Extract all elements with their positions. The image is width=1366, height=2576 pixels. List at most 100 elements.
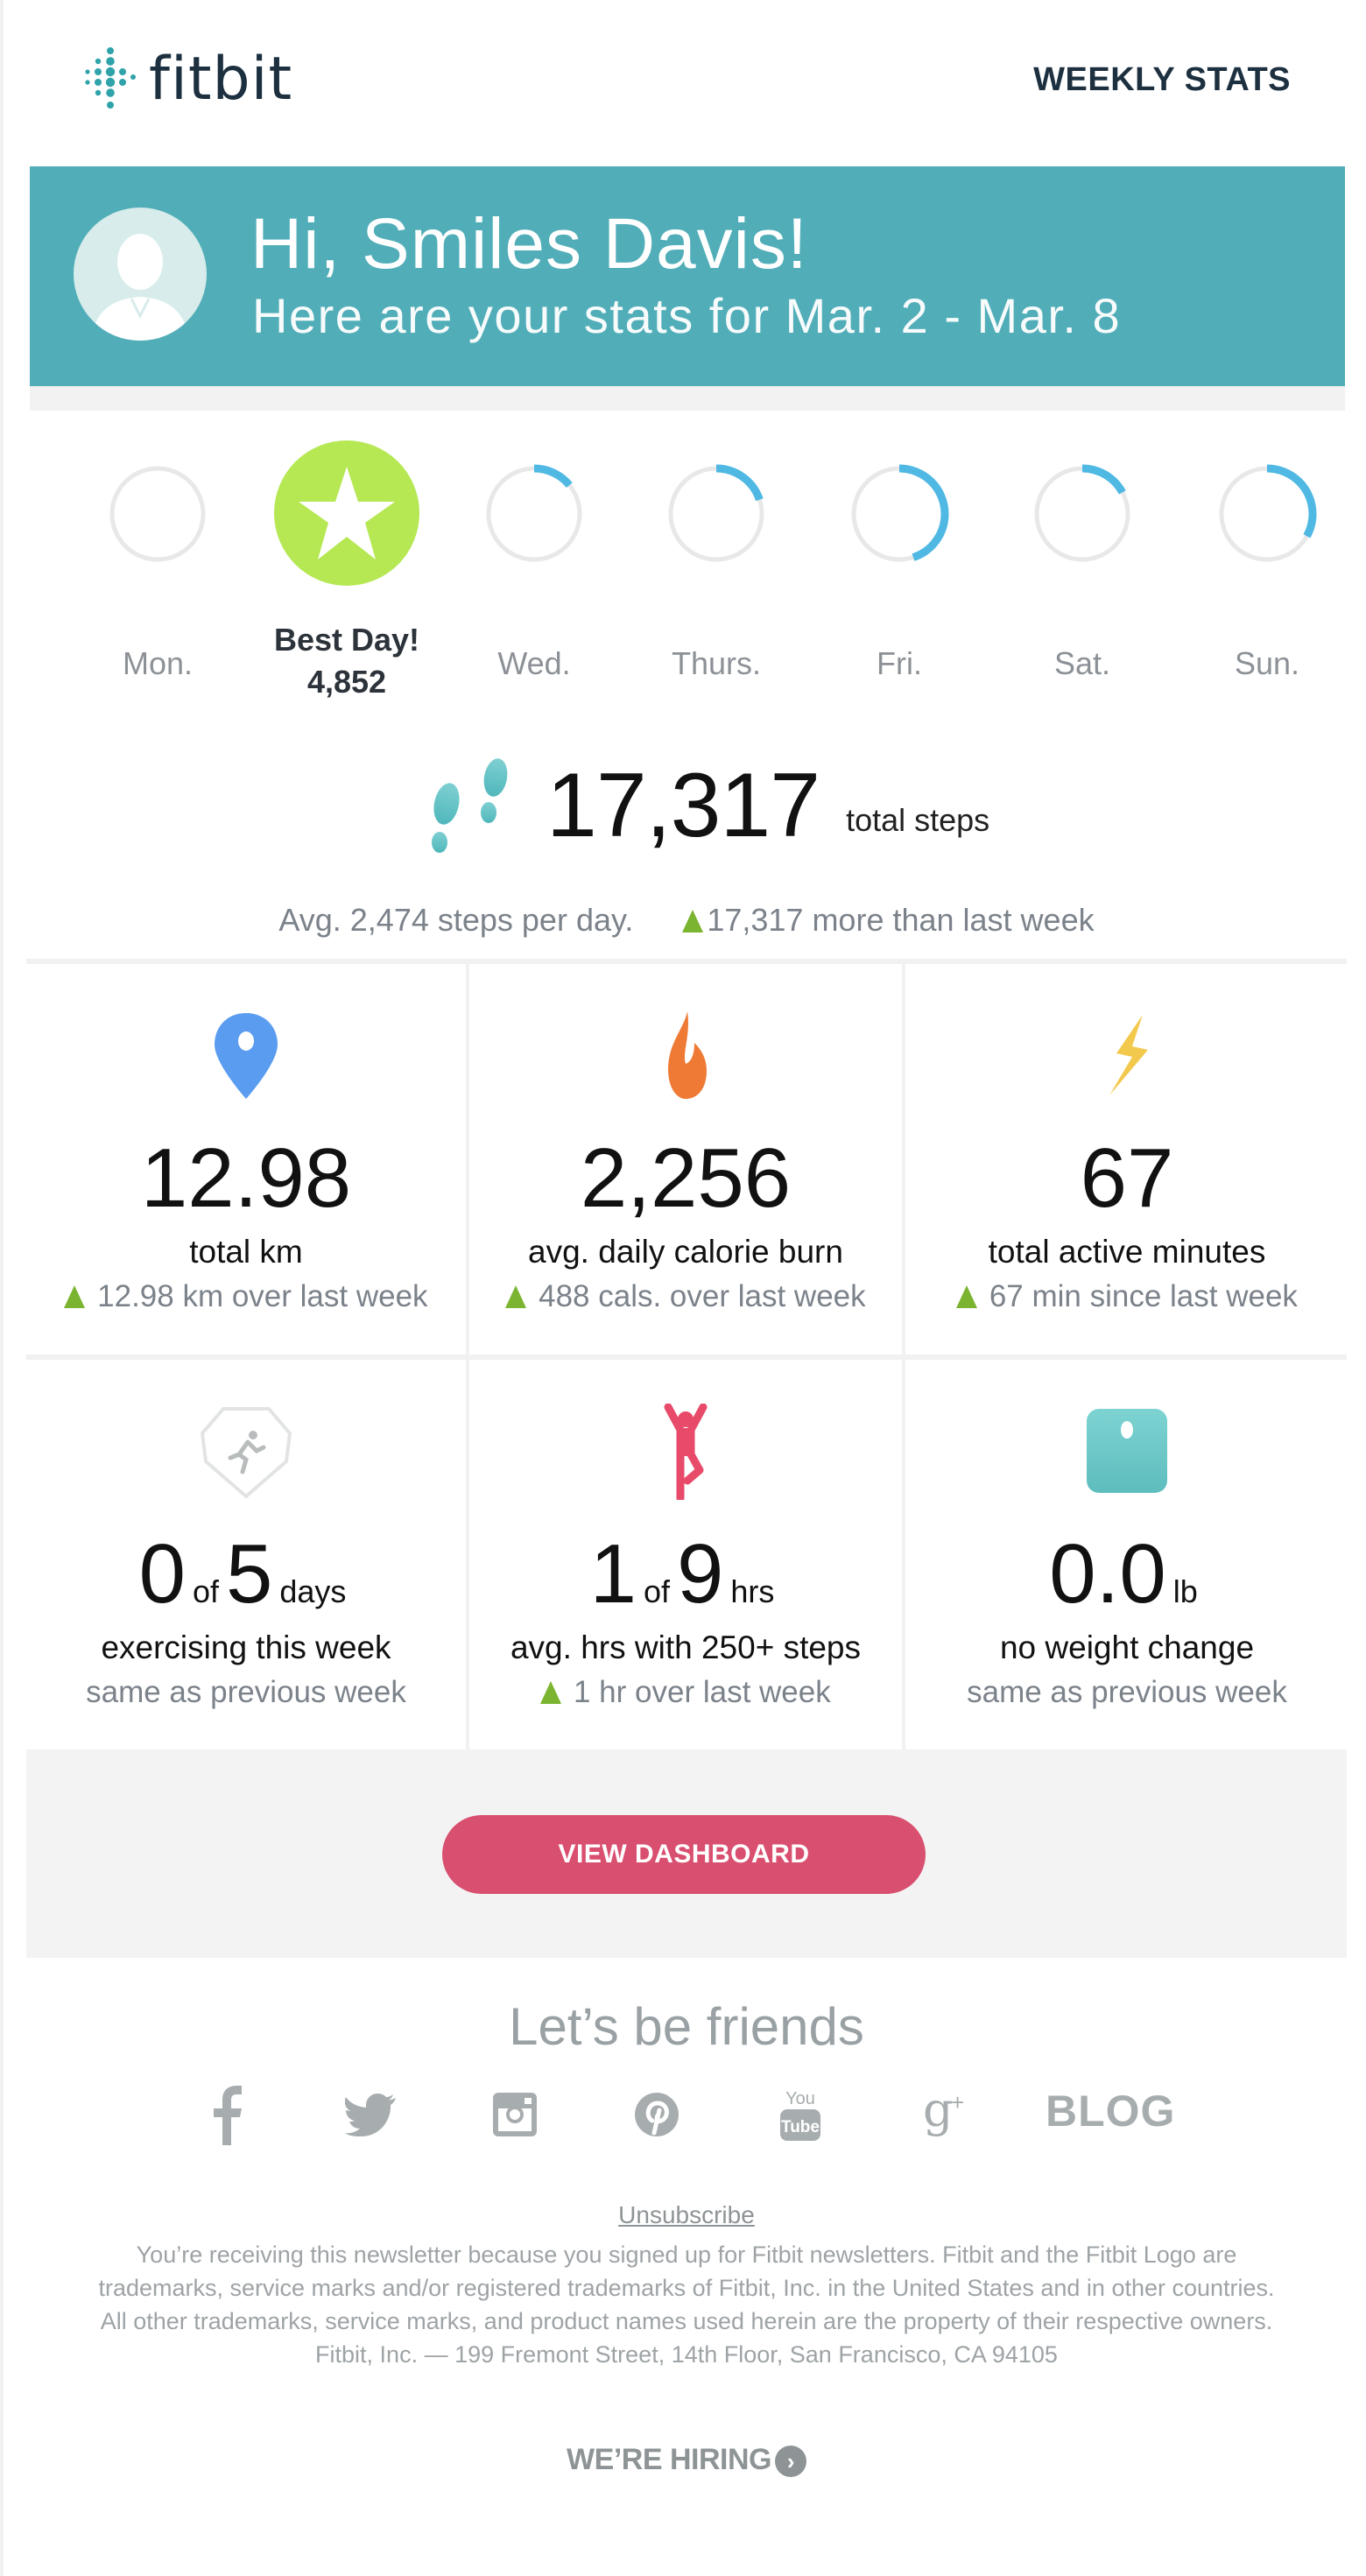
legal-line: trademarks, service marks and/or registe… [98,2275,1275,2301]
unsubscribe-row: Unsubscribe [4,2201,1366,2229]
progress-ring-icon [484,464,584,564]
legal-line: You’re receiving this newsletter because… [136,2242,1237,2268]
footprints-icon [432,758,508,853]
day-mon[interactable]: Mon. [70,411,245,726]
day-fri[interactable]: Fri. [812,411,987,726]
day-best[interactable]: Best Day! 4,852 [259,411,434,726]
stat-label: no weight change [999,1629,1255,1665]
stat-value: 67 [1080,1131,1174,1225]
svg-text:+: + [951,2089,964,2115]
row-divider [26,1355,1347,1360]
legal-text: You’re receiving this newsletter because… [74,2238,1299,2371]
steps-summary: Avg. 2,474 steps per day. 17,317 more tha… [4,902,1366,939]
stat-delta: 488 cals. over last week [469,1279,902,1314]
stat-weight: 0.0 lb no weight change same as previous … [907,1360,1347,1750]
stat-distance: 12.98 total km 12.98 km over last week [26,964,466,1355]
day-sat[interactable]: Sat. [995,411,1170,726]
weekly-stats-title: WEEKLY STATS [1033,61,1291,98]
company-address: Fitbit, Inc. — 199 Fremont Street, 14th … [315,2341,1058,2368]
stat-label: total active minutes [988,1234,1266,1270]
stat-delta: 12.98 km over last week [26,1279,466,1314]
stat-active-minutes: 67 total active minutes 67 min since las… [907,964,1347,1355]
average-steps-text: Avg. 2,474 steps per day. [278,902,634,938]
stat-label: total km [189,1234,303,1270]
blog-link[interactable]: BLOG [1046,2087,1176,2136]
progress-ring-icon [849,464,949,564]
twitter-link[interactable] [336,2075,406,2154]
up-arrow-icon [956,1285,978,1308]
stat-delta: same as previous week [86,1675,406,1709]
exercise-badge-icon [200,1407,292,1499]
social-title: Let’s be friends [509,1997,864,2056]
day-sun[interactable]: Sun. [1179,411,1355,726]
youtube-icon: You Tube [780,2089,820,2141]
stat-label: avg. daily calorie burn [528,1234,843,1270]
up-arrow-icon [64,1285,86,1308]
fitbit-dots-icon [85,47,136,109]
stats-grid: 12.98 total km 12.98 km over last week 2… [26,959,1347,1750]
pinterest-icon [635,2093,679,2136]
location-pin-icon [215,1013,278,1099]
view-dashboard-button[interactable]: VIEW DASHBOARD [442,1815,926,1894]
day-label: Wed. [497,645,571,681]
chevron-right-icon: › [774,2446,806,2478]
flame-icon [668,1011,707,1099]
progress-ring-icon [1032,464,1132,564]
divider [30,386,1345,411]
best-day-text: Best Day! [273,622,420,658]
steps-change-text: 17,317 more than last week [707,902,1095,938]
stat-hourly-steps: 1 of9 hrs avg. hrs with 250+ steps 1 hr ov… [466,1360,905,1750]
lightning-icon [1109,1015,1148,1095]
facebook-link[interactable] [191,2075,261,2154]
up-arrow-icon [505,1285,527,1308]
best-day-steps: 4,852 [306,664,387,700]
facebook-icon [214,2086,242,2145]
hiring-link[interactable]: WE’RE HIRING › [4,2443,1366,2478]
svg-text:g: g [923,2086,954,2137]
total-steps-label: total steps [846,802,990,838]
progress-ring-icon [666,464,766,564]
stat-value: 0 of5 days [138,1527,347,1621]
day-thurs[interactable]: Thurs. [629,411,804,726]
day-label: Fri. [877,645,922,681]
day-label: Sun. [1234,645,1300,681]
google-plus-link[interactable]: g + [911,2075,981,2154]
user-silhouette-icon [91,234,189,341]
avatar [74,208,207,341]
legal-line: All other trademarks, service marks, and… [100,2308,1273,2334]
greeting-banner: Hi, Smiles Davis! Here are your stats fo… [30,166,1345,386]
day-wed[interactable]: Wed. [447,411,622,726]
fitbit-logo[interactable]: fitbit [82,44,292,114]
total-steps-value: 17,317 [546,755,820,856]
best-day-star-icon [274,440,419,586]
stat-exercise: 0 of5 days exercising this week same as pr… [26,1360,466,1750]
instagram-icon [493,2093,537,2136]
unsubscribe-link[interactable]: Unsubscribe [618,2201,755,2228]
cta-section: VIEW DASHBOARD [26,1749,1347,1958]
stat-label: avg. hrs with 250+ steps [510,1629,862,1665]
svg-text:You: You [785,2089,815,2108]
stretching-person-icon [664,1404,708,1500]
logo-text: fitbit [149,44,293,114]
instagram-link[interactable] [480,2075,550,2154]
date-range-text: Here are your stats for Mar. 2 - Mar. 8 [252,288,1122,343]
stat-delta: same as previous week [967,1675,1287,1709]
stat-delta: 1 hr over last week [469,1675,902,1710]
pinterest-link[interactable] [622,2075,692,2154]
stat-value: 12.98 [140,1131,352,1225]
header: fitbit WEEKLY STATS [4,0,1366,166]
up-arrow-icon [682,910,704,933]
svg-text:Tube: Tube [781,2118,820,2136]
twitter-icon [345,2094,396,2136]
stat-label: exercising this week [101,1629,391,1665]
stat-value: 0.0 lb [1049,1527,1198,1621]
stat-delta: 67 min since last week [907,1279,1347,1314]
day-label: Mon. [122,645,194,681]
progress-ring-icon [109,466,206,562]
daily-progress-row: Mon. Best Day! 4,852 Wed. Thurs. [30,411,1345,726]
social-links: You Tube g + BLOG [4,2075,1366,2154]
google-plus-icon: g+ [923,2086,964,2137]
day-label: Sat. [1053,645,1111,681]
youtube-link[interactable]: You Tube [765,2075,835,2154]
